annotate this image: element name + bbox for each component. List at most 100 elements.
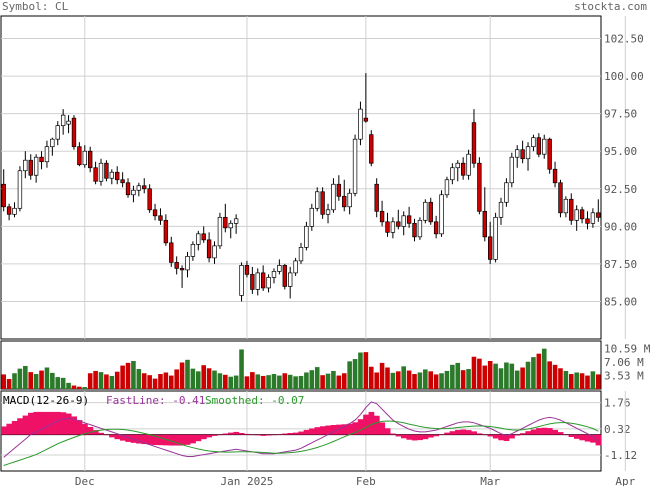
candle-down xyxy=(428,201,433,223)
candle-down xyxy=(336,183,342,197)
macd-fast-line xyxy=(3,401,599,458)
candle-down xyxy=(1,183,6,208)
candle-up xyxy=(44,146,50,163)
candle-up xyxy=(66,120,71,125)
macd-histogram-bar xyxy=(184,434,191,445)
volume-bar xyxy=(471,356,477,389)
macd-histogram-bar xyxy=(11,421,18,435)
volume-bar xyxy=(439,373,444,389)
candle-down xyxy=(104,162,109,179)
volume-bar xyxy=(39,370,44,389)
volume-bar xyxy=(590,371,596,389)
candle-up xyxy=(233,218,239,224)
candle-down xyxy=(558,182,563,214)
candle-down xyxy=(163,219,169,244)
macd-histogram-bar xyxy=(438,434,445,435)
volume-bar xyxy=(163,372,169,389)
macd-tick-label: 0.32 xyxy=(604,423,631,436)
volume-bar xyxy=(455,362,461,389)
volume-bar xyxy=(44,367,50,389)
macd-histogram-bar xyxy=(92,430,99,435)
volume-bar xyxy=(552,364,558,389)
macd-tick-label: 1.76 xyxy=(604,397,631,410)
volume-bar xyxy=(428,371,434,389)
macd-histogram-bar xyxy=(201,434,207,440)
volume-bar xyxy=(406,370,412,389)
macd-histogram-bar xyxy=(38,411,45,435)
macd-frame xyxy=(0,390,602,472)
macd-histogram-bar xyxy=(98,432,105,435)
macd-histogram-bar xyxy=(157,434,164,446)
macd-histogram-bar xyxy=(65,413,72,435)
candle-up xyxy=(352,138,358,194)
volume-bar xyxy=(444,370,450,389)
candle-up xyxy=(55,125,60,140)
macd-histogram-bar xyxy=(103,434,110,436)
volume-bar xyxy=(190,368,196,389)
macd-histogram-bar xyxy=(411,434,418,441)
macd-histogram-bar xyxy=(379,422,386,435)
candle-down xyxy=(244,265,250,275)
candle-up xyxy=(347,192,352,208)
macd-histogram-bar xyxy=(476,433,483,435)
macd-histogram-bar xyxy=(287,433,294,435)
candle-up xyxy=(574,209,579,221)
volume-tick-label: 10.59 M xyxy=(604,342,651,355)
x-tick-label: Jan 2025 xyxy=(220,475,273,486)
candle-up xyxy=(531,137,536,148)
candle-up xyxy=(493,216,498,260)
volume-bar xyxy=(174,369,179,389)
candle-up xyxy=(525,146,531,160)
macd-histogram-bar xyxy=(590,434,596,443)
candle-up xyxy=(17,170,23,209)
macd-histogram-bar xyxy=(130,434,137,443)
candle-up xyxy=(277,265,282,272)
candle-up xyxy=(401,215,406,227)
candle-up xyxy=(509,156,514,184)
candle-up xyxy=(33,156,39,176)
candle-up xyxy=(12,207,17,215)
volume-bar xyxy=(450,364,455,389)
candle-up xyxy=(82,150,87,166)
volume-bar xyxy=(509,363,515,389)
candle-down xyxy=(174,262,179,269)
volume-bar xyxy=(33,374,39,389)
candle-down xyxy=(363,117,369,122)
macd-histogram-bar xyxy=(260,434,267,436)
candle-down xyxy=(585,218,590,224)
candle-up xyxy=(466,153,471,176)
candle-down xyxy=(71,117,77,148)
candle-down xyxy=(260,272,266,289)
x-tick-label: Mar xyxy=(480,475,500,486)
macd-histogram-bar xyxy=(17,418,23,435)
macd-histogram-bar xyxy=(60,412,67,435)
candle-up xyxy=(423,201,428,221)
volume-bar xyxy=(504,362,509,389)
candle-up xyxy=(309,207,314,227)
volume-bar xyxy=(563,370,569,389)
macd-histogram-bar xyxy=(249,434,256,436)
candle-up xyxy=(288,272,293,287)
volume-bar xyxy=(536,353,542,389)
volume-bar xyxy=(255,374,261,389)
candle-up xyxy=(315,191,320,209)
macd-histogram-bar xyxy=(482,434,488,436)
candle-down xyxy=(460,162,466,176)
macd-histogram-bar xyxy=(368,411,375,435)
macd-histogram-bar xyxy=(509,434,515,439)
candle-up xyxy=(498,201,504,218)
volume-bar xyxy=(250,372,255,389)
candle-up xyxy=(504,182,509,203)
candle-down xyxy=(223,216,228,229)
volume-bar xyxy=(412,374,417,389)
volume-bar xyxy=(531,357,536,389)
volume-bar xyxy=(558,368,563,389)
macd-histogram-bar xyxy=(87,427,94,435)
macd-histogram-bar xyxy=(433,434,440,437)
candle-up xyxy=(217,216,223,247)
volume-bar xyxy=(314,367,320,389)
candle-up xyxy=(325,209,331,215)
macd-histogram-bar xyxy=(595,434,602,446)
volume-bar xyxy=(223,374,228,389)
candle-down xyxy=(206,239,212,259)
